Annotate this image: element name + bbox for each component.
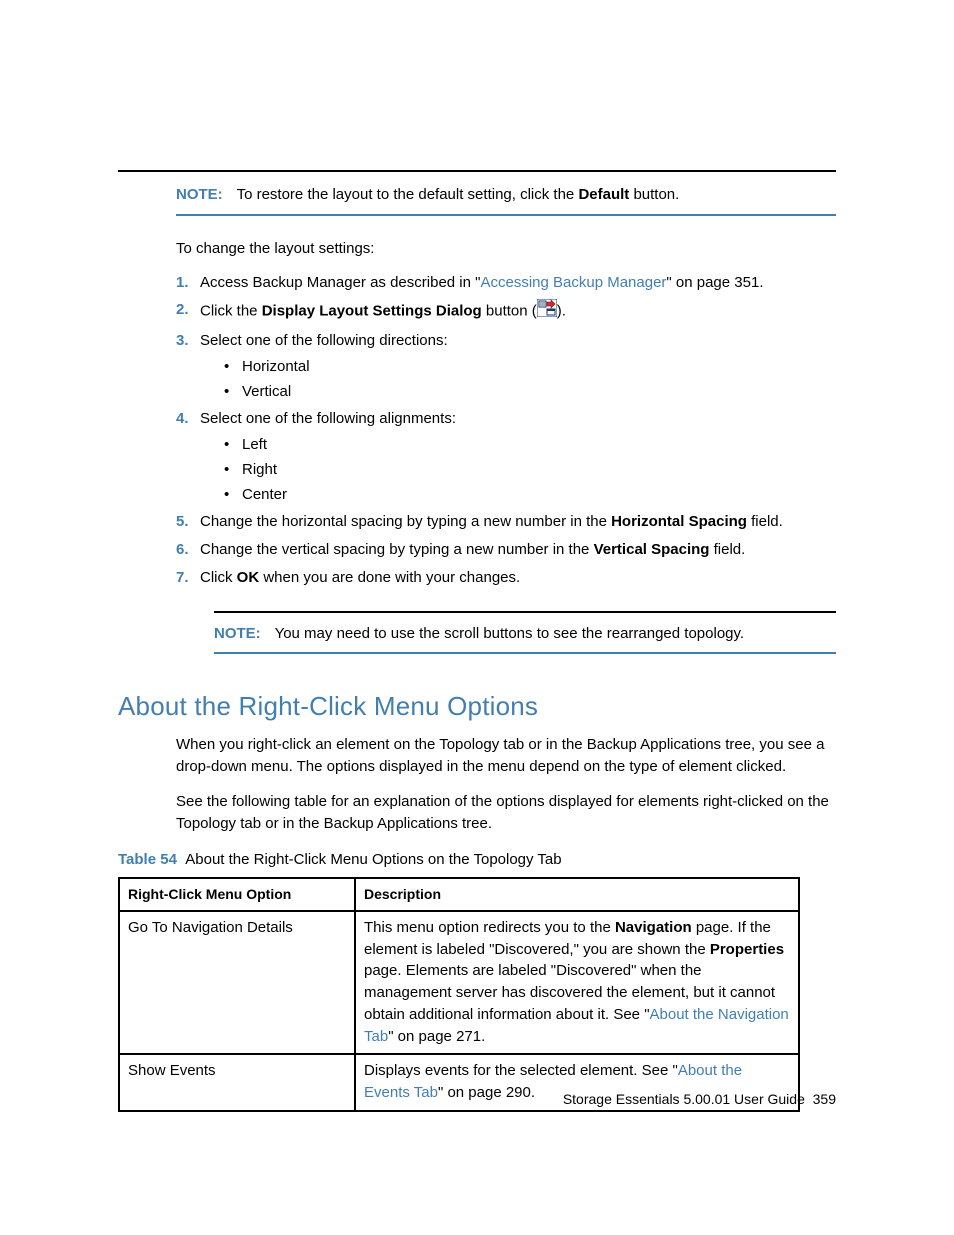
section-heading: About the Right-Click Menu Options — [118, 688, 836, 726]
document-page: NOTE: To restore the layout to the defau… — [0, 0, 954, 1235]
table-header-row: Right-Click Menu Option Description — [119, 878, 799, 911]
step5-bold: Horizontal Spacing — [611, 513, 747, 530]
note2-label: NOTE: — [214, 625, 261, 642]
note-block-1: NOTE: To restore the layout to the defau… — [176, 180, 836, 216]
intro-text: To change the layout settings: — [176, 238, 836, 260]
footer-page-number: 359 — [813, 1091, 836, 1107]
note-bold: Default — [578, 186, 629, 203]
step4-text: Select one of the following alignments: — [200, 410, 456, 427]
note2-text: You may need to use the scroll buttons t… — [275, 625, 744, 642]
step4-item-left: Left — [224, 434, 836, 456]
steps-list: Access Backup Manager as described in "A… — [176, 272, 836, 589]
row2-d-after: " on page 290. — [438, 1084, 535, 1101]
step6-bold: Vertical Spacing — [594, 541, 710, 558]
table-caption-text: About the Right-Click Menu Options on th… — [185, 851, 561, 868]
table-row: Go To Navigation Details This menu optio… — [119, 911, 799, 1055]
step4-item-center: Center — [224, 484, 836, 506]
step-3: Select one of the following directions: … — [176, 330, 836, 402]
step-7: Click OK when you are done with your cha… — [176, 567, 836, 589]
step7-bold: OK — [237, 569, 260, 586]
note-text-before: To restore the layout to the default set… — [237, 186, 579, 203]
paragraph-2: See the following table for an explanati… — [176, 791, 836, 835]
step5-before: Change the horizontal spacing by typing … — [200, 513, 611, 530]
step3-text: Select one of the following directions: — [200, 332, 448, 349]
layout-settings-icon — [537, 299, 557, 324]
table-caption: Table 54 About the Right-Click Menu Opti… — [118, 849, 836, 871]
step-6: Change the vertical spacing by typing a … — [176, 539, 836, 561]
note-text-after: button. — [629, 186, 679, 203]
paragraph-1: When you right-click an element on the T… — [176, 734, 836, 778]
row1-description: This menu option redirects you to the Na… — [355, 911, 799, 1055]
step3-sublist: Horizontal Vertical — [224, 356, 836, 403]
row1-d-after: " on page 271. — [388, 1028, 485, 1045]
row1-d-bold1: Navigation — [615, 919, 692, 936]
step6-before: Change the vertical spacing by typing a … — [200, 541, 594, 558]
row2-option: Show Events — [119, 1054, 355, 1111]
step1-link[interactable]: Accessing Backup Manager — [480, 274, 666, 291]
step1-after: " on page 351. — [666, 274, 763, 291]
step-1: Access Backup Manager as described in "A… — [176, 272, 836, 294]
step-4: Select one of the following alignments: … — [176, 408, 836, 505]
step2-before: Click the — [200, 303, 262, 320]
table-header-description: Description — [355, 878, 799, 911]
step7-after: when you are done with your changes. — [259, 569, 520, 586]
table-caption-label: Table 54 — [118, 851, 177, 868]
right-click-options-table: Right-Click Menu Option Description Go T… — [118, 877, 800, 1112]
note-block-2: NOTE: You may need to use the scroll but… — [214, 611, 836, 655]
step7-before: Click — [200, 569, 237, 586]
row1-option: Go To Navigation Details — [119, 911, 355, 1055]
step4-item-right: Right — [224, 459, 836, 481]
step2-mid: button ( — [482, 303, 537, 320]
step6-after: field. — [709, 541, 745, 558]
step4-sublist: Left Right Center — [224, 434, 836, 505]
row1-d-before: This menu option redirects you to the — [364, 919, 615, 936]
step-5: Change the horizontal spacing by typing … — [176, 511, 836, 533]
step-2: Click the Display Layout Settings Dialog… — [176, 299, 836, 324]
top-rule — [118, 170, 836, 172]
footer-title: Storage Essentials 5.00.01 User Guide — [563, 1091, 805, 1107]
row2-d-before: Displays events for the selected element… — [364, 1062, 678, 1079]
table-header-option: Right-Click Menu Option — [119, 878, 355, 911]
note-label: NOTE: — [176, 186, 223, 203]
page-footer: Storage Essentials 5.00.01 User Guide 35… — [563, 1089, 836, 1109]
step2-bold: Display Layout Settings Dialog — [262, 303, 482, 320]
step2-after: ). — [557, 303, 566, 320]
step1-before: Access Backup Manager as described in " — [200, 274, 480, 291]
step5-after: field. — [747, 513, 783, 530]
step3-item-horizontal: Horizontal — [224, 356, 836, 378]
row1-d-bold2: Properties — [710, 941, 784, 958]
step3-item-vertical: Vertical — [224, 381, 836, 403]
